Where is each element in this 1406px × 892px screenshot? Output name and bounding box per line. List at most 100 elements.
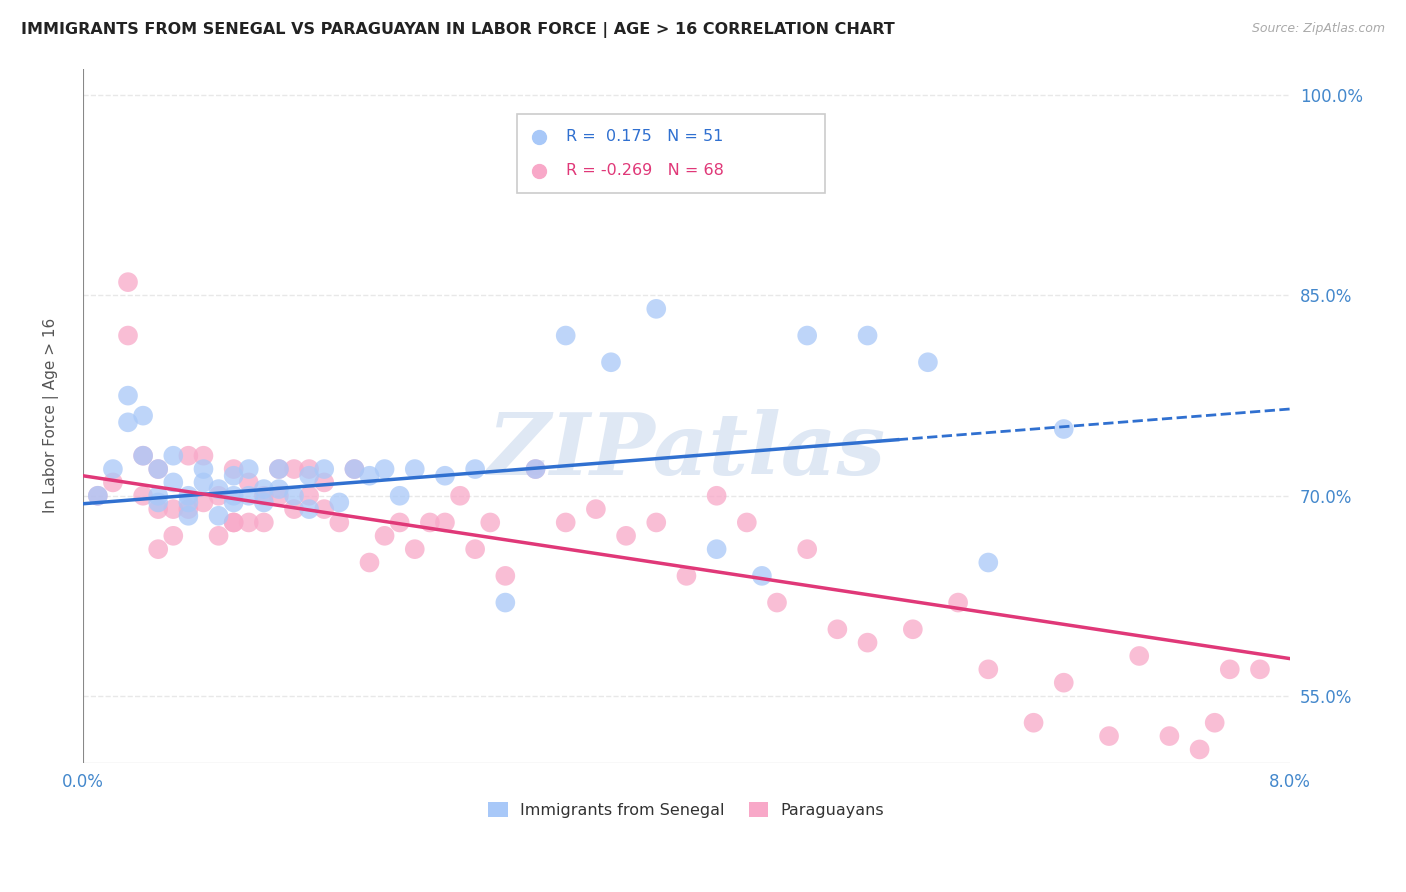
Point <box>645 301 668 316</box>
Point <box>283 462 305 476</box>
Point <box>977 662 1000 676</box>
Point <box>796 542 818 557</box>
Point <box>675 569 697 583</box>
Point <box>238 462 260 476</box>
Point <box>614 529 637 543</box>
Text: ZIPatlas: ZIPatlas <box>488 409 886 492</box>
Point <box>87 489 110 503</box>
Point <box>388 516 411 530</box>
Point <box>388 489 411 503</box>
Point <box>253 489 276 503</box>
Point <box>706 542 728 557</box>
Point <box>177 449 200 463</box>
Point <box>253 516 276 530</box>
Point <box>1053 422 1076 436</box>
Point <box>554 516 576 530</box>
Point <box>1053 675 1076 690</box>
Point <box>524 462 547 476</box>
Point <box>827 622 849 636</box>
Point <box>193 449 215 463</box>
Point <box>298 489 321 503</box>
Point <box>162 502 184 516</box>
Point <box>298 468 321 483</box>
Point <box>314 502 336 516</box>
Point <box>1204 715 1226 730</box>
Point <box>207 482 229 496</box>
Point <box>494 569 516 583</box>
Point <box>267 489 290 503</box>
Point <box>101 462 124 476</box>
Point <box>328 516 350 530</box>
Point <box>148 462 170 476</box>
Point <box>917 355 939 369</box>
Point <box>87 489 110 503</box>
Point <box>314 462 336 476</box>
Point <box>177 489 200 503</box>
Text: Source: ZipAtlas.com: Source: ZipAtlas.com <box>1251 22 1385 36</box>
Point <box>856 328 879 343</box>
Point <box>856 635 879 649</box>
Y-axis label: In Labor Force | Age > 16: In Labor Force | Age > 16 <box>44 318 59 513</box>
Point <box>207 489 229 503</box>
Point <box>117 389 139 403</box>
Point <box>645 516 668 530</box>
Point <box>162 449 184 463</box>
Point <box>117 415 139 429</box>
Point <box>554 328 576 343</box>
Point <box>267 462 290 476</box>
Point <box>253 495 276 509</box>
Point <box>132 449 155 463</box>
Point <box>946 596 969 610</box>
Point <box>238 475 260 490</box>
Point <box>148 462 170 476</box>
Point <box>222 516 245 530</box>
Point <box>524 462 547 476</box>
Point <box>238 489 260 503</box>
Point <box>735 516 758 530</box>
Point <box>464 462 486 476</box>
Point <box>314 475 336 490</box>
Point <box>359 468 381 483</box>
Point <box>464 542 486 557</box>
Point <box>222 495 245 509</box>
Point <box>132 489 155 503</box>
Point <box>132 449 155 463</box>
Text: R = -0.269   N = 68: R = -0.269 N = 68 <box>565 163 724 178</box>
Point <box>343 462 366 476</box>
Point <box>766 596 789 610</box>
Point <box>1128 648 1150 663</box>
Point <box>404 462 426 476</box>
Point <box>101 475 124 490</box>
Point <box>374 462 396 476</box>
Point <box>1022 715 1045 730</box>
Point <box>253 482 276 496</box>
Point <box>193 495 215 509</box>
Point <box>796 328 818 343</box>
Point <box>177 502 200 516</box>
Point <box>479 516 502 530</box>
Legend: Immigrants from Senegal, Paraguayans: Immigrants from Senegal, Paraguayans <box>482 796 891 824</box>
Point <box>600 355 623 369</box>
Point <box>433 468 456 483</box>
Point <box>494 596 516 610</box>
Point <box>706 489 728 503</box>
Point <box>222 516 245 530</box>
Point <box>193 475 215 490</box>
Point <box>751 569 773 583</box>
Point <box>328 495 350 509</box>
Point <box>298 462 321 476</box>
Point <box>585 502 607 516</box>
Point <box>977 556 1000 570</box>
Point <box>148 495 170 509</box>
Point <box>222 489 245 503</box>
Point <box>207 508 229 523</box>
Point <box>117 328 139 343</box>
Point <box>148 502 170 516</box>
Point <box>1159 729 1181 743</box>
Point <box>207 529 229 543</box>
Point <box>374 529 396 543</box>
Point <box>1188 742 1211 756</box>
Point <box>222 462 245 476</box>
Point <box>238 516 260 530</box>
Point <box>1249 662 1271 676</box>
